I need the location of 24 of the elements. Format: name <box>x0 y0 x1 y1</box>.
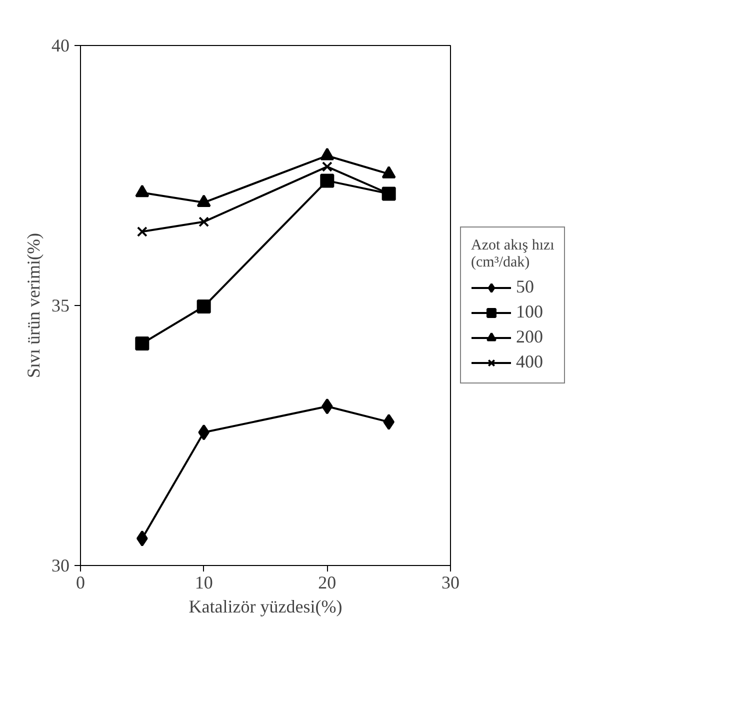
legend-label: 200 <box>516 326 543 348</box>
point <box>136 226 148 237</box>
point <box>135 184 150 198</box>
x-tick-label: 20 <box>318 572 336 592</box>
x-tick-label: 30 <box>442 572 460 592</box>
point <box>135 336 150 350</box>
x-tick-label: 10 <box>194 572 213 592</box>
point <box>196 300 211 314</box>
legend-label: 100 <box>516 302 543 322</box>
legend-title: Azot akış hızı (cm³/dak) <box>471 238 554 272</box>
point <box>320 174 334 188</box>
point <box>198 216 210 228</box>
y-tick-label: 35 <box>52 296 70 316</box>
point <box>320 148 334 160</box>
x-axis-title: Katalizör yüzdesi(%) <box>188 596 342 616</box>
y-axis-title: Sıvı ürün verimi(%) <box>24 233 44 378</box>
point <box>382 166 396 178</box>
legend-label: 400 <box>516 352 543 372</box>
x-tick-label: 0 <box>76 572 85 592</box>
y-tick-label: 40 <box>52 36 70 56</box>
point <box>196 194 211 208</box>
legend-label: 50 <box>516 276 535 298</box>
y-tick-label: 30 <box>52 556 70 576</box>
point <box>322 161 332 172</box>
